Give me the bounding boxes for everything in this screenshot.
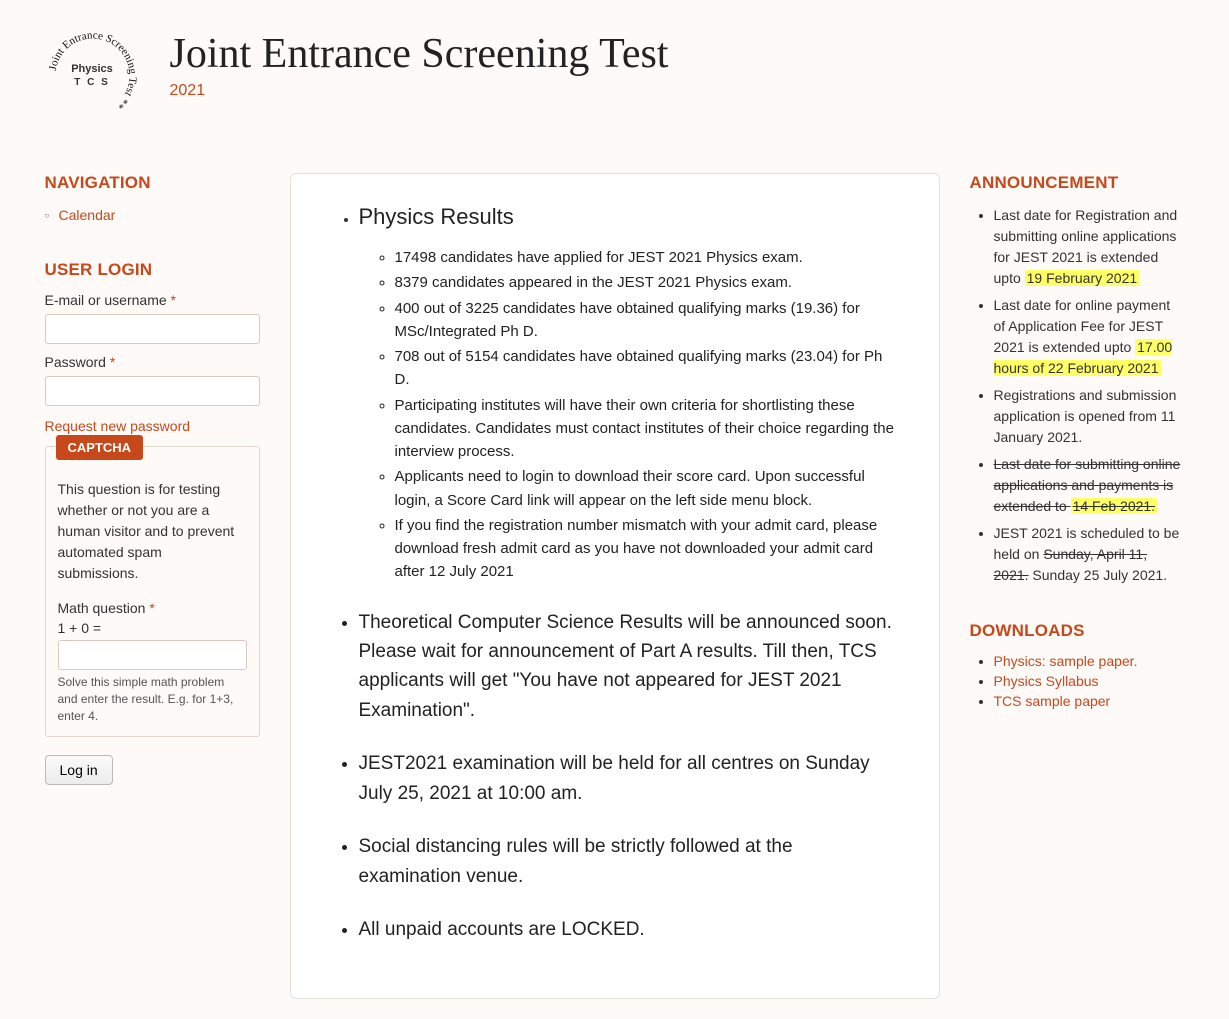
email-field[interactable] — [45, 314, 260, 344]
list-item: 400 out of 3225 candidates have obtained… — [395, 297, 899, 344]
download-physics-syllabus[interactable]: Physics Syllabus — [994, 673, 1099, 689]
physics-results-title: Physics Results — [359, 204, 514, 229]
user-login-block: USER LOGIN E-mail or username * Password… — [45, 260, 260, 785]
announcement-item: Last date for Registration and submittin… — [994, 205, 1185, 289]
request-password-link[interactable]: Request new password — [45, 418, 191, 434]
logo: Joint Entrance Screening Test ** Physics… — [45, 28, 140, 123]
physics-results-list: 17498 candidates have applied for JEST 2… — [359, 246, 899, 584]
list-item: Applicants need to login to download the… — [395, 465, 899, 512]
math-label: Math question * — [58, 600, 247, 616]
list-item: 17498 candidates have applied for JEST 2… — [395, 246, 899, 269]
svg-text:Joint Entrance Screening Test: Joint Entrance Screening Test ** — [46, 29, 138, 111]
captcha-badge: CAPTCHA — [56, 435, 144, 460]
list-item: 8379 candidates appeared in the JEST 202… — [395, 271, 899, 294]
email-label: E-mail or username * — [45, 292, 260, 308]
login-button[interactable]: Log in — [45, 755, 113, 785]
header: Joint Entrance Screening Test ** Physics… — [45, 20, 1185, 123]
page-year: 2021 — [170, 82, 669, 100]
nav-calendar-link[interactable]: Calendar — [59, 207, 116, 223]
downloads-block: DOWNLOADS Physics: sample paper. Physics… — [970, 621, 1185, 709]
announcement-title: ANNOUNCEMENT — [970, 173, 1185, 193]
password-field[interactable] — [45, 376, 260, 406]
main-content: Physics Results 17498 candidates have ap… — [290, 173, 940, 999]
math-answer-field[interactable] — [58, 640, 247, 670]
navigation-title: NAVIGATION — [45, 173, 260, 193]
download-physics-sample[interactable]: Physics: sample paper. — [994, 653, 1138, 669]
announcement-item: Registrations and submission application… — [994, 385, 1185, 448]
unpaid-note: All unpaid accounts are LOCKED. — [359, 915, 899, 944]
announcement-item: Last date for online payment of Applicat… — [994, 295, 1185, 379]
list-item: 708 out of 5154 candidates have obtained… — [395, 345, 899, 392]
list-item: Participating institutes will have their… — [395, 394, 899, 464]
tcs-note: Theoretical Computer Science Results wil… — [359, 608, 899, 726]
announcement-block: ANNOUNCEMENT Last date for Registration … — [970, 173, 1185, 586]
exam-date-note: JEST2021 examination will be held for al… — [359, 749, 899, 808]
captcha-desc: This question is for testing whether or … — [58, 479, 247, 584]
math-question: 1 + 0 = — [58, 620, 247, 636]
navigation-block: NAVIGATION Calendar — [45, 173, 260, 225]
page-title: Joint Entrance Screening Test — [170, 30, 669, 78]
downloads-title: DOWNLOADS — [970, 621, 1185, 641]
math-hint: Solve this simple math problem and enter… — [58, 674, 247, 724]
social-distancing-note: Social distancing rules will be strictly… — [359, 832, 899, 891]
download-tcs-sample[interactable]: TCS sample paper — [994, 693, 1111, 709]
list-item: If you find the registration number mism… — [395, 514, 899, 584]
announcement-item: Last date for submitting online applicat… — [994, 454, 1185, 517]
password-label: Password * — [45, 354, 260, 370]
captcha-box: CAPTCHA This question is for testing whe… — [45, 446, 260, 737]
announcement-item: JEST 2021 is scheduled to be held on Sun… — [994, 523, 1185, 586]
user-login-title: USER LOGIN — [45, 260, 260, 280]
